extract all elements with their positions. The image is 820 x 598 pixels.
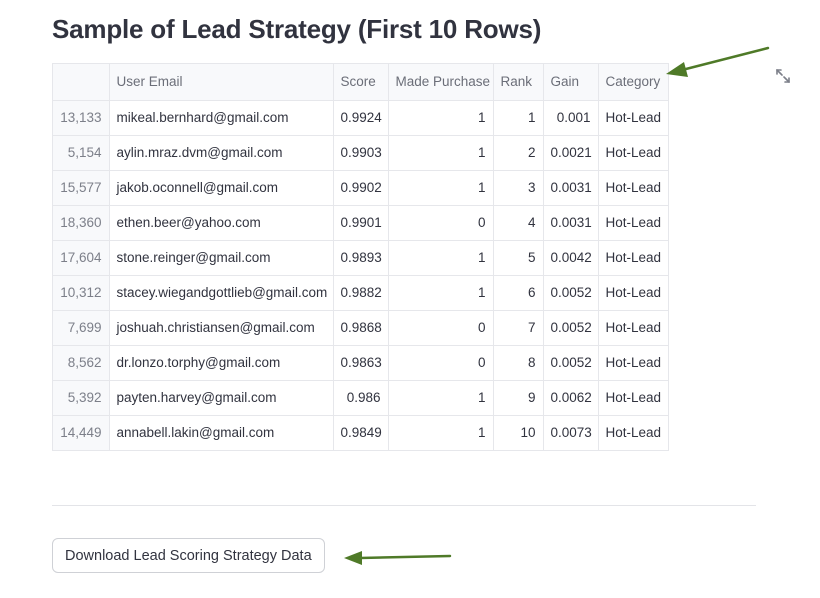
score-cell[interactable]: 0.9868 <box>333 310 389 346</box>
category-cell[interactable]: Hot-Lead <box>598 275 668 311</box>
score-cell[interactable]: 0.9893 <box>333 240 389 276</box>
rank-cell[interactable]: 9 <box>493 380 544 416</box>
made-purchase-cell[interactable]: 1 <box>388 240 494 276</box>
category-cell[interactable]: Hot-Lead <box>598 345 668 381</box>
table-row[interactable]: 10,312 stacey.wiegandgottlieb@gmail.com … <box>53 275 668 311</box>
category-cell[interactable]: Hot-Lead <box>605 425 662 441</box>
page-title: Sample of Lead Strategy (First 10 Rows) <box>52 14 542 44</box>
table-row[interactable]: 5,392 payten.harvey@gmail.com 0.986 1 9 … <box>53 380 668 416</box>
column-header-rank[interactable]: Rank <box>493 64 544 101</box>
made-purchase-cell[interactable]: 0 <box>388 310 494 346</box>
row-index-cell: 5,392 <box>53 380 110 416</box>
rank-cell[interactable]: 7 <box>493 310 544 346</box>
gain-cell[interactable]: 0.001 <box>543 100 599 136</box>
category-cell[interactable]: Hot-Lead <box>598 100 668 136</box>
rank-cell[interactable]: 4 <box>493 205 544 241</box>
gain-cell[interactable]: 0.0042 <box>543 240 599 276</box>
category-cell[interactable]: Hot-Lead <box>598 205 668 241</box>
column-header-index[interactable] <box>53 64 110 101</box>
column-header-gain[interactable]: Gain <box>543 64 599 101</box>
expand-fullscreen-icon[interactable] <box>774 67 792 85</box>
score-cell[interactable]: 0.9903 <box>333 135 389 171</box>
category-cell[interactable]: Hot-Lead <box>598 380 668 416</box>
annotation-arrow-icon <box>344 551 452 565</box>
category-cell[interactable]: Hot-Lead <box>598 170 668 206</box>
row-index-cell: 14,449 <box>53 415 110 450</box>
rank-cell[interactable]: 6 <box>493 275 544 311</box>
table-row[interactable]: 8,562 dr.lonzo.torphy@gmail.com 0.9863 0… <box>53 345 668 381</box>
rank-cell[interactable]: 3 <box>493 170 544 206</box>
category-cell[interactable]: Hot-Lead <box>598 310 668 346</box>
rank-cell[interactable]: 8 <box>493 345 544 381</box>
download-button[interactable]: Download Lead Scoring Strategy Data <box>52 538 325 573</box>
rank-cell[interactable]: 10 <box>493 415 544 450</box>
rank-cell[interactable]: 5 <box>493 240 544 276</box>
made-purchase-cell[interactable]: 1 <box>388 415 494 450</box>
user-email-cell[interactable]: joshuah.christiansen@gmail.com <box>109 310 334 346</box>
made-purchase-cell[interactable]: 0 <box>388 205 494 241</box>
user-email-cell[interactable]: stacey.wiegandgottlieb@gmail.com <box>109 275 334 311</box>
gain-cell[interactable]: 0.0031 <box>543 170 599 206</box>
rank-cell[interactable]: 2 <box>493 135 544 171</box>
user-email-cell[interactable]: ethen.beer@yahoo.com <box>109 205 334 241</box>
table-row[interactable]: 5,154 aylin.mraz.dvm@gmail.com 0.9903 1 … <box>53 135 668 171</box>
gain-cell[interactable]: 0.0021 <box>543 135 599 171</box>
column-header-made-purchase[interactable]: Made Purchase <box>388 64 494 101</box>
user-email-cell[interactable]: mikeal.bernhard@gmail.com <box>109 100 334 136</box>
table-row[interactable]: 15,577 jakob.oconnell@gmail.com 0.9902 1… <box>53 170 668 206</box>
table-row[interactable]: 7,699 joshuah.christiansen@gmail.com 0.9… <box>53 310 668 346</box>
gain-cell[interactable]: 0.0073 <box>543 415 599 450</box>
table-row[interactable]: 14,449 annabell.lakin@gmail.com 0.9849 1… <box>53 415 668 450</box>
row-index-cell: 8,562 <box>53 345 110 381</box>
user-email-cell[interactable]: stone.reinger@gmail.com <box>109 240 334 276</box>
score-cell[interactable]: 0.9882 <box>333 275 389 311</box>
row-index-cell: 10,312 <box>53 275 110 311</box>
score-cell[interactable]: 0.9902 <box>333 170 389 206</box>
user-email-cell[interactable]: payten.harvey@gmail.com <box>109 380 334 416</box>
made-purchase-cell[interactable]: 1 <box>388 100 494 136</box>
annotation-arrow-icon <box>666 46 770 77</box>
user-email-cell[interactable]: dr.lonzo.torphy@gmail.com <box>109 345 334 381</box>
column-header-score[interactable]: Score <box>333 64 389 101</box>
column-header-user-email[interactable]: User Email <box>109 64 334 101</box>
row-index-cell: 17,604 <box>53 240 110 276</box>
category-cell[interactable]: Hot-Lead <box>598 135 668 171</box>
made-purchase-cell[interactable]: 1 <box>388 380 494 416</box>
score-cell[interactable]: 0.9924 <box>333 100 389 136</box>
row-index-cell: 7,699 <box>53 310 110 346</box>
row-index-cell: 5,154 <box>53 135 110 171</box>
section-divider <box>52 505 756 506</box>
row-index-cell: 13,133 <box>53 100 110 136</box>
score-cell[interactable]: 0.986 <box>333 380 389 416</box>
row-index-cell: 18,360 <box>53 205 110 241</box>
table-row[interactable]: 18,360 ethen.beer@yahoo.com 0.9901 0 4 0… <box>53 205 668 241</box>
made-purchase-cell[interactable]: 1 <box>388 135 494 171</box>
gain-cell[interactable]: 0.0062 <box>543 380 599 416</box>
made-purchase-cell[interactable]: 1 <box>388 170 494 206</box>
column-header-category[interactable]: Category <box>598 64 668 101</box>
rank-cell[interactable]: 1 <box>493 100 544 136</box>
gain-cell[interactable]: 0.0052 <box>543 310 599 346</box>
score-cell[interactable]: 0.9863 <box>333 345 389 381</box>
gain-cell[interactable]: 0.0052 <box>543 345 599 381</box>
category-cell[interactable]: Hot-Lead <box>598 240 668 276</box>
table-row[interactable]: 13,133 mikeal.bernhard@gmail.com 0.9924 … <box>53 100 668 136</box>
user-email-cell[interactable]: aylin.mraz.dvm@gmail.com <box>109 135 334 171</box>
user-email-cell[interactable]: jakob.oconnell@gmail.com <box>109 170 334 206</box>
gain-cell[interactable]: 0.0052 <box>543 275 599 311</box>
made-purchase-cell[interactable]: 0 <box>388 345 494 381</box>
table-row[interactable]: 17,604 stone.reinger@gmail.com 0.9893 1 … <box>53 240 668 276</box>
row-index-cell: 15,577 <box>53 170 110 206</box>
score-cell[interactable]: 0.9901 <box>333 205 389 241</box>
data-table[interactable]: User Email Score Made Purchase Rank Gain… <box>52 63 669 451</box>
gain-cell[interactable]: 0.0031 <box>543 205 599 241</box>
score-cell[interactable]: 0.9849 <box>333 415 389 450</box>
made-purchase-cell[interactable]: 1 <box>388 275 494 311</box>
table-header-row: User Email Score Made Purchase Rank Gain… <box>53 64 668 101</box>
user-email-cell[interactable]: annabell.lakin@gmail.com <box>109 415 334 450</box>
